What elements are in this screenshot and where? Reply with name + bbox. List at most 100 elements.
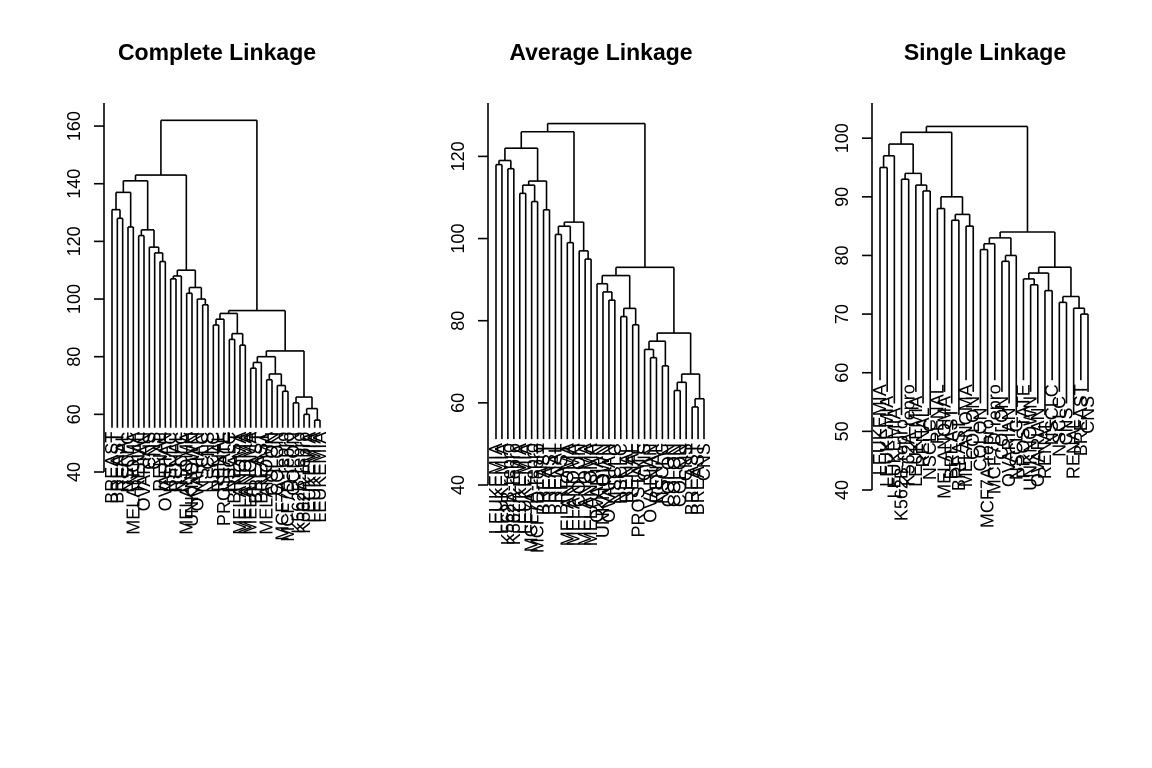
leaf-label: RENAL bbox=[129, 432, 149, 492]
leaf-label: LEUKEMIA bbox=[510, 443, 530, 534]
y-tick-label: 120 bbox=[64, 226, 84, 256]
leaf-label: NSCLC bbox=[611, 443, 631, 504]
leaf-label: K562A-repro bbox=[294, 432, 314, 534]
leaf-label: LEUKEMIA bbox=[884, 407, 904, 498]
leaf-label: NSCLC bbox=[605, 443, 625, 504]
leaf-label: CNS bbox=[694, 443, 714, 481]
leaf-label: RENAL bbox=[1035, 419, 1055, 479]
y-tick-label: 60 bbox=[64, 404, 84, 424]
leaf-label: BREAST bbox=[539, 443, 559, 515]
y-tick-label: 120 bbox=[448, 141, 468, 171]
leaf-label: NSCLC bbox=[1049, 396, 1069, 457]
leaf-label: K562B-repro bbox=[289, 432, 309, 534]
leaf-label: OVARIAN bbox=[187, 432, 207, 512]
leaf-label: NSCLC bbox=[920, 419, 940, 480]
y-tick-label: 80 bbox=[64, 347, 84, 367]
leaf-label: LEUKEMIA bbox=[486, 443, 506, 534]
leaf-label: RENAL bbox=[913, 407, 933, 467]
leaf-label: COLON bbox=[664, 443, 684, 507]
leaf-label: COLON bbox=[267, 432, 287, 496]
leaf-label: NSCLC bbox=[1042, 384, 1062, 445]
leaf-label: MELANOMA bbox=[956, 384, 976, 487]
panel-complete-linkage: Complete Linkage 40 60 80 100 120 140 160 BREAS… bbox=[64, 39, 330, 542]
leaf-label: RENAL bbox=[209, 432, 229, 492]
leaf-label: LEUKEMIA bbox=[870, 384, 890, 475]
leaf-label: MCF7A-repro bbox=[522, 443, 542, 552]
leaf-label: NSCLC bbox=[118, 432, 138, 493]
y-tick-label: 100 bbox=[832, 123, 852, 153]
leaf-label: OVARIAN bbox=[134, 432, 154, 512]
leaf-label: NSCLC bbox=[193, 432, 213, 493]
leaf-label: NSCLC bbox=[219, 432, 239, 493]
y-tick-label: 60 bbox=[448, 393, 468, 413]
leaf-label: PROSTATE bbox=[214, 432, 234, 526]
leaf-label: MELANOMA bbox=[557, 443, 577, 546]
leaf-label: K562A-repro bbox=[504, 443, 524, 545]
leaf-label: OVARIAN bbox=[1028, 407, 1048, 487]
leaf-label: OVARIAN bbox=[641, 443, 661, 523]
y-tick-label: 40 bbox=[832, 480, 852, 500]
dendrogram-complete: 406080100120140160BREASTBREASTRENALNSCLC… bbox=[64, 103, 330, 542]
leaf-label: NSCLC bbox=[171, 432, 191, 493]
y-tick-label: 80 bbox=[832, 245, 852, 265]
y-tick-label: 40 bbox=[64, 462, 84, 482]
y-tick-label: 40 bbox=[448, 475, 468, 495]
leaf-label: MCF7D-repro bbox=[528, 443, 548, 553]
leaf-label: OVARIAN bbox=[155, 432, 175, 512]
leaf-label: COLON bbox=[670, 443, 690, 507]
leaf-label: CNS bbox=[139, 432, 159, 470]
leaf-label: BREAST bbox=[949, 419, 969, 491]
leaf-label: LEUKEMIA bbox=[492, 443, 512, 534]
leaf-label: NSCLC bbox=[161, 432, 181, 493]
y-tick-label: 160 bbox=[64, 111, 84, 141]
panel-average-linkage: Average Linkage 406080100120LEUKEMIALEUK… bbox=[448, 39, 714, 553]
y-tick-label: 140 bbox=[64, 169, 84, 199]
panel-title: Single Linkage bbox=[904, 39, 1066, 65]
leaf-label: RENAL bbox=[646, 443, 666, 503]
leaf-label: MCF7D-repro bbox=[985, 384, 1005, 494]
y-tick-label: 90 bbox=[832, 187, 852, 207]
leaf-label: LEUKEMIA bbox=[310, 432, 330, 523]
leaf-label: COLON bbox=[658, 443, 678, 507]
leaf-label: MELANOMA bbox=[935, 396, 955, 499]
leaf-label: MELANOMA bbox=[177, 432, 197, 535]
leaf-label: COLON bbox=[262, 432, 282, 496]
leaf-label: BREAST bbox=[102, 432, 122, 504]
leaf-label: MCF7A-repro bbox=[273, 432, 293, 541]
leaf-label: LEUKEMIA bbox=[906, 396, 926, 487]
leaf-label: MELANOMA bbox=[123, 432, 143, 535]
leaf-label: RENAL bbox=[1064, 419, 1084, 479]
leaf-label: RENAL bbox=[166, 432, 186, 492]
dendrogram-single: 405060708090100LEUKEMIALEUKEMIALEUKEMIAK… bbox=[832, 103, 1098, 528]
y-tick-label: 100 bbox=[448, 224, 468, 254]
leaf-label: CNS bbox=[1056, 407, 1076, 445]
leaf-label: MCF7A-repro bbox=[978, 419, 998, 528]
leaf-label: BREAST bbox=[246, 432, 266, 504]
leaf-label: BREAST bbox=[551, 443, 571, 515]
leaf-label: CNS bbox=[145, 432, 165, 470]
y-tick-label: 100 bbox=[64, 284, 84, 314]
leaf-label: K562B-repro bbox=[498, 443, 518, 545]
leaf-label: UNKNOWN bbox=[593, 443, 613, 538]
leaf-label: NSCLC bbox=[203, 432, 223, 493]
dendrogram-average: 406080100120LEUKEMIALEUKEMIAK562B-reproK… bbox=[448, 103, 714, 553]
leaf-label: COLON bbox=[569, 443, 589, 507]
leaf-label: OVARIAN bbox=[587, 443, 607, 523]
leaf-label: LEUKEMIA bbox=[516, 443, 536, 534]
leaf-label: RENAL bbox=[927, 384, 947, 444]
leaf-label: PROSTATE bbox=[1013, 384, 1033, 478]
leaf-label: PROSTATE bbox=[629, 443, 649, 537]
y-tick-label: 60 bbox=[832, 363, 852, 383]
panel-single-linkage: Single Linkage 405060708090100LEUKEMIALE… bbox=[832, 39, 1098, 528]
leaf-label: MELANOMA bbox=[230, 432, 250, 535]
leaf-label: LEUKEMIA bbox=[305, 432, 325, 523]
leaf-label: K562B-repro bbox=[892, 419, 912, 521]
leaf-label: LEUKEMIA bbox=[877, 396, 897, 487]
leaf-label: COLON bbox=[963, 396, 983, 460]
leaf-label: MELANOMA bbox=[257, 432, 277, 535]
leaf-label: COLON bbox=[970, 407, 990, 471]
leaf-label: BREAST bbox=[251, 432, 271, 504]
leaf-label: LEUKEMIA bbox=[299, 432, 319, 523]
